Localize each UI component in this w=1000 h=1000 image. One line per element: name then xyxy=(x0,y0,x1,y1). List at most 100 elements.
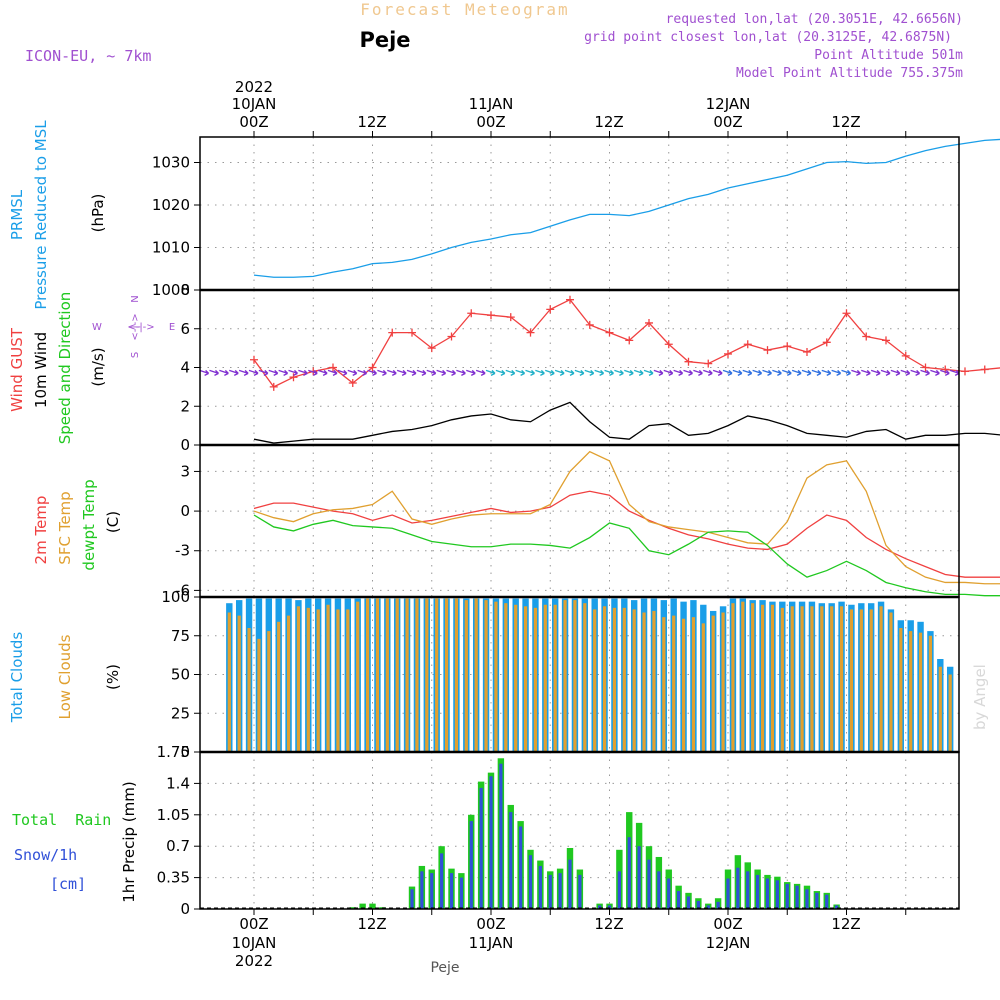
wind-arrow xyxy=(248,369,259,376)
wind-arrow xyxy=(762,369,772,376)
bar-low-clouds xyxy=(365,598,370,752)
panel-frame xyxy=(199,444,960,598)
chart-marks: 10301020101010008642030-3-610075502501.7… xyxy=(152,131,1000,918)
footer-location: Peje xyxy=(430,960,459,976)
p1-label-2: (hPa) xyxy=(89,194,107,233)
bar-low-clouds xyxy=(612,607,617,752)
wind-arrow xyxy=(288,369,298,376)
wind-arrow xyxy=(782,369,792,376)
wind-arrow xyxy=(791,369,802,376)
wind-arrow xyxy=(505,369,516,376)
p3-label-3: (C) xyxy=(104,511,122,533)
wind-arrow xyxy=(712,369,723,376)
bar-snow-1h xyxy=(440,853,444,909)
bar-snow-1h xyxy=(765,878,770,909)
p4-label-0: Total Clouds xyxy=(8,632,26,724)
wind-arrow xyxy=(515,369,526,376)
ytick-label-p5: 0.7 xyxy=(166,837,190,855)
bar-snow-1h xyxy=(568,859,572,909)
gust-point xyxy=(329,363,337,372)
wind-arrow xyxy=(574,369,585,376)
bar-low-clouds xyxy=(405,598,409,752)
bar-low-clouds xyxy=(533,607,538,752)
wind-arrow xyxy=(683,369,693,376)
wind-arrow xyxy=(811,369,822,376)
wind-arrow xyxy=(693,369,703,376)
wind-arrow xyxy=(317,369,328,376)
wind-arrow xyxy=(880,369,891,376)
bar-total-rain xyxy=(359,903,366,909)
bar-snow-1h xyxy=(410,889,414,909)
bottom-hour-4: 12Z xyxy=(594,915,623,933)
bar-snow-1h xyxy=(716,901,720,909)
wind-arrow xyxy=(436,369,447,376)
wind-arrow xyxy=(396,369,407,376)
bar-snow-1h xyxy=(598,905,602,909)
wind-arrow xyxy=(653,369,664,376)
wind-arrow xyxy=(485,369,496,376)
bar-snow-1h xyxy=(677,891,681,909)
bar-low-clouds xyxy=(839,606,844,752)
series-line-prmsl xyxy=(253,138,1000,278)
bar-low-clouds xyxy=(800,606,804,752)
gust-point xyxy=(743,340,752,349)
wind-arrow xyxy=(426,369,437,376)
bar-snow-1h xyxy=(469,821,473,909)
compass-w: W xyxy=(92,322,102,333)
gust-point xyxy=(447,332,456,341)
wind-arrow xyxy=(663,369,674,376)
model-label: ICON-EU, ~ 7km xyxy=(25,47,151,65)
bar-snow-1h xyxy=(696,900,700,909)
p2-label-0: Wind GUST xyxy=(8,327,26,412)
bar-snow-1h xyxy=(538,865,542,909)
gust-point xyxy=(269,382,278,391)
bar-low-clouds xyxy=(494,601,498,752)
wind-arrow xyxy=(308,369,318,376)
bar-low-clouds xyxy=(780,607,784,752)
bar-low-clouds xyxy=(464,600,468,752)
top-day-2: 11JAN xyxy=(469,95,514,113)
p5-side-2: [cm] xyxy=(50,875,86,893)
gust-point xyxy=(822,338,831,347)
bar-snow-1h xyxy=(775,880,779,909)
bar-snow-1h xyxy=(815,892,819,909)
bottom-day-1: 10JAN xyxy=(232,934,277,952)
bar-low-clouds xyxy=(790,606,794,752)
ytick-label-p1: 1000 xyxy=(152,281,190,299)
bar-low-clouds xyxy=(237,615,241,752)
location-title: Peje xyxy=(359,28,410,52)
wind-arrow xyxy=(554,369,565,376)
bar-low-clouds xyxy=(415,598,419,752)
gust-point xyxy=(803,348,811,356)
wind-arrow xyxy=(841,369,851,376)
credit: by Angel xyxy=(971,664,989,730)
bar-snow-1h xyxy=(489,776,493,909)
bar-low-clouds xyxy=(909,631,913,752)
gust-point xyxy=(585,320,594,329)
wind-arrow xyxy=(633,369,644,376)
bar-snow-1h xyxy=(479,787,483,909)
svg-text:<-|->: <-|-> xyxy=(127,322,154,333)
bar-low-clouds xyxy=(948,674,952,752)
top-hour-5: 00Z xyxy=(713,113,742,131)
bar-low-clouds xyxy=(879,606,883,752)
bar-snow-1h xyxy=(657,871,661,909)
chart-title: Forecast Meteogram xyxy=(360,0,569,19)
bar-low-clouds xyxy=(642,612,646,752)
wind-arrow xyxy=(327,369,338,376)
wind-arrow xyxy=(209,369,219,376)
series-line-2m-temp xyxy=(253,490,1000,578)
series-line-sfc-temp xyxy=(253,450,1000,585)
ytick-label-p3: 0 xyxy=(180,502,190,520)
bar-low-clouds xyxy=(751,603,755,752)
bar-snow-1h xyxy=(509,812,513,909)
bar-snow-1h xyxy=(736,867,740,909)
gridpoint-coords: grid point closest lon,lat (20.3125E, 42… xyxy=(584,30,952,45)
ytick-label-p5: 1.75 xyxy=(157,743,190,761)
bar-low-clouds xyxy=(721,612,725,752)
p5-label-0: 1hr Precip (mm) xyxy=(120,781,138,902)
bar-low-clouds xyxy=(652,610,656,752)
wind-arrow xyxy=(347,369,358,376)
top-hour-2: 12Z xyxy=(357,113,386,131)
